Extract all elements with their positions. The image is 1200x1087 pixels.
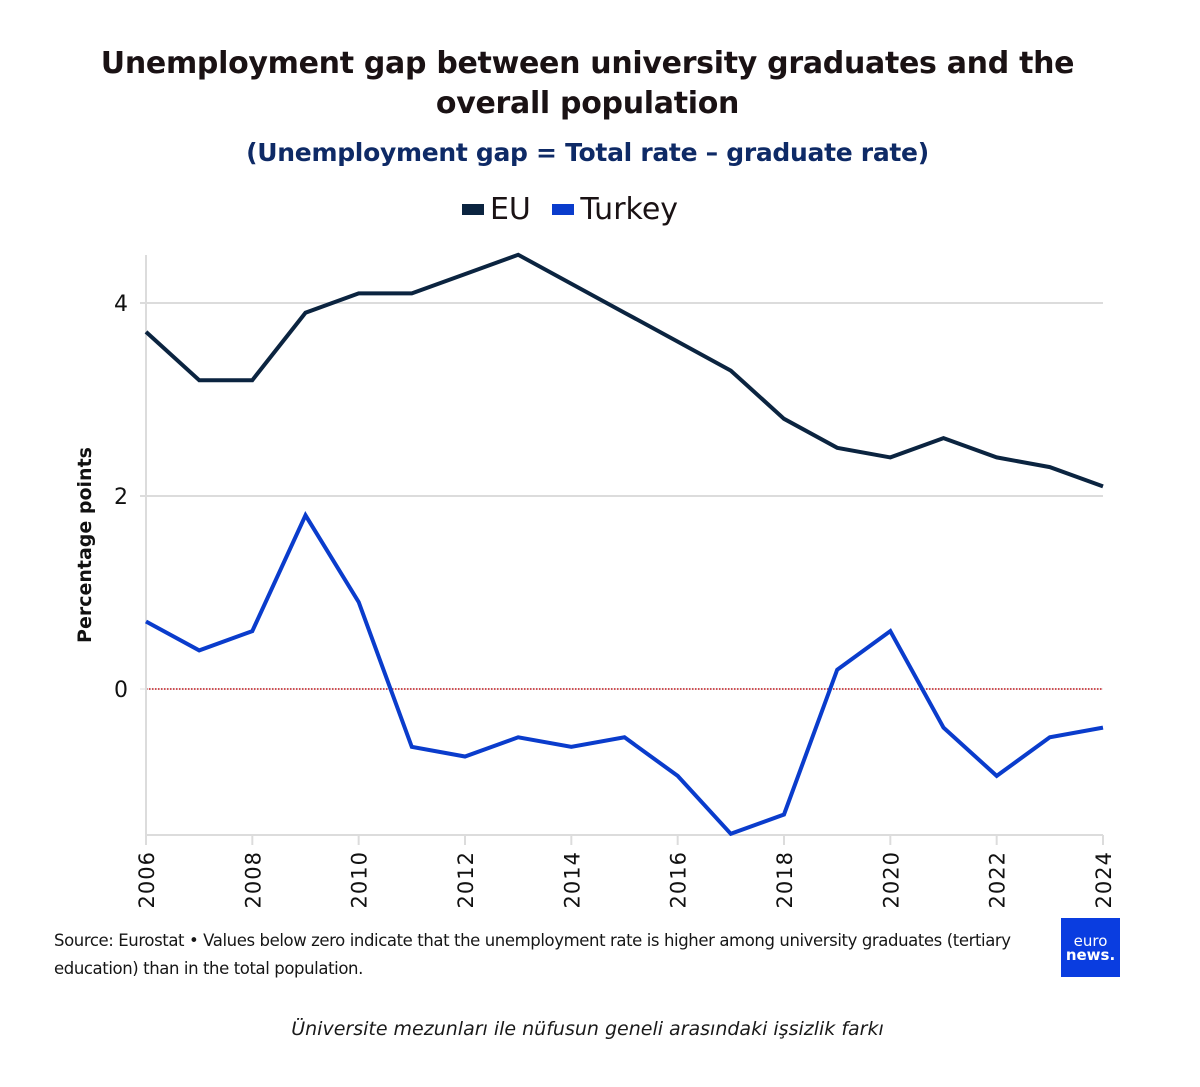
chart-title-line1: Unemployment gap between university grad…: [100, 46, 1075, 81]
source-note: Source: Eurostat • Values below zero ind…: [54, 931, 1011, 978]
chart-title: Unemployment gap between university grad…: [0, 44, 1175, 124]
chart-subtitle: (Unemployment gap = Total rate – graduat…: [246, 138, 929, 167]
line-chart: 0 2 4 2006 2008 2010 2012 2014 2016 2018 2020 2022 2…: [114, 252, 1116, 908]
x-tick-label: 2014: [560, 851, 584, 908]
legend-swatch-turkey: [552, 204, 575, 215]
legend-label-turkey: Turkey: [580, 192, 679, 227]
legend-label-eu: EU: [489, 192, 531, 227]
x-tick-label: 2010: [348, 851, 372, 908]
euronews-logo: euro news.: [1061, 918, 1120, 977]
legend-swatch-eu: [461, 204, 484, 215]
x-tick-label: 2018: [773, 851, 797, 908]
y-tick-label: 4: [114, 292, 128, 317]
x-tick-label: 2016: [667, 851, 691, 908]
series-line-eu[interactable]: [144, 252, 1104, 489]
y-tick-label: 2: [114, 485, 128, 510]
x-tick-label: 2022: [986, 851, 1010, 908]
x-tick-label: 2024: [1092, 851, 1116, 908]
caption: Üniversite mezunları ile nüfusun geneli …: [291, 1018, 884, 1040]
logo-text-euro: euro: [1073, 932, 1108, 950]
x-tick-label: 2008: [241, 851, 265, 908]
legend-item-turkey[interactable]: Turkey: [552, 192, 678, 227]
series-lines: [144, 252, 1104, 837]
axes: 0 2 4 2006 2008 2010 2012 2014 2016 2018 2020 2022 2…: [114, 255, 1116, 908]
legend-item-eu[interactable]: EU: [461, 192, 531, 227]
x-tick-label: 2012: [454, 851, 478, 908]
x-tick-label: 2020: [879, 851, 903, 908]
chart-title-line2: overall population: [435, 86, 740, 121]
logo-text-news: news.: [1065, 946, 1116, 964]
y-tick-label: 0: [114, 678, 128, 703]
x-tick-label: 2006: [135, 851, 159, 908]
legend: EU Turkey: [0, 188, 1140, 227]
series-line-turkey[interactable]: [145, 511, 1104, 837]
gridlines: [140, 302, 1103, 690]
